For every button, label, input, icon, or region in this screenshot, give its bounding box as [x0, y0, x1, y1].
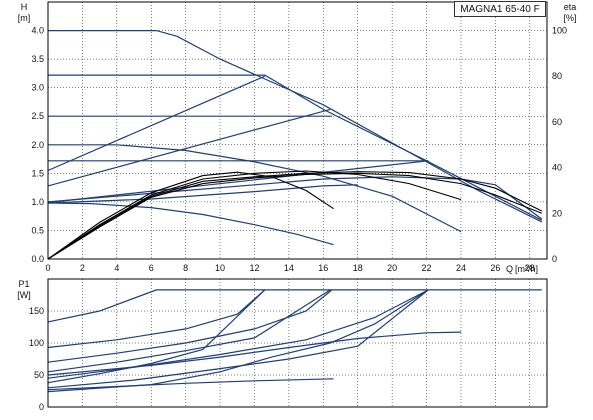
- x-tick-label-7: 14: [284, 263, 294, 273]
- pump-model-title: MAGNA1 65-40 F: [454, 1, 546, 17]
- p1-axis-label: P1: [18, 279, 29, 289]
- power-curve-3: [47, 289, 429, 379]
- x-tick-label-11: 22: [422, 263, 432, 273]
- h-tick-label-1: 0.5: [31, 225, 44, 235]
- eta-tick-label-5: 100: [552, 26, 567, 36]
- power-curve-0: [47, 289, 542, 323]
- h-tick-label-2: 1.0: [31, 197, 44, 207]
- h-tick-label-4: 2.0: [31, 140, 44, 150]
- x-tick-label-6: 12: [249, 263, 259, 273]
- power-curve-8: [47, 378, 334, 391]
- x-tick-label-0: 0: [45, 263, 50, 273]
- h-tick-label-6: 3.0: [31, 83, 44, 93]
- power-curve-2: [47, 289, 333, 363]
- head-curve-4: [47, 75, 266, 172]
- p1-axis-unit: [W]: [17, 290, 31, 300]
- q-axis-label: Q: [506, 264, 513, 274]
- x-tick-label-13: 26: [490, 263, 500, 273]
- efficiency-curve-2: [47, 172, 543, 260]
- p1-tick-label-3: 150: [29, 306, 44, 316]
- eta-tick-label-4: 80: [552, 71, 562, 81]
- x-tick-label-9: 18: [353, 263, 363, 273]
- x-tick-label-12: 24: [456, 263, 466, 273]
- head-curve-10: [47, 184, 358, 204]
- axis-labels: H [m] eta [%] Q [m³/h] P1 [W]: [17, 2, 576, 300]
- eta-tick-label-0: 0: [552, 254, 557, 264]
- plot-frames: [47, 1, 548, 408]
- head-curve-0: [48, 30, 543, 223]
- head-curve-7: [48, 144, 462, 233]
- p1-tick-label-0: 0: [39, 402, 44, 412]
- power-curve-9: [47, 289, 429, 393]
- head-curve-9: [47, 176, 543, 220]
- h-axis-label: H: [21, 2, 28, 12]
- eta-tick-label-3: 60: [552, 117, 562, 127]
- h-tick-label-8: 4.0: [31, 26, 44, 36]
- power-curve-6: [47, 331, 462, 376]
- x-tick-label-2: 4: [114, 263, 119, 273]
- x-tick-label-5: 10: [215, 263, 225, 273]
- eta-axis-label: eta: [564, 2, 577, 12]
- h-tick-label-0: 0.0: [31, 254, 44, 264]
- x-tick-label-8: 16: [318, 263, 328, 273]
- x-tick-label-1: 2: [80, 263, 85, 273]
- tick-labels: 0 2 4 6 8 10 12 14 16 18 20 22 24 26 280.00.51.01.52.0…: [29, 26, 567, 412]
- eta-tick-label-2: 40: [552, 163, 562, 173]
- h-tick-label-3: 1.5: [31, 168, 44, 178]
- power-curve-1: [47, 289, 266, 349]
- p1-tick-label-2: 100: [29, 338, 44, 348]
- efficiency-curve-0: [47, 171, 334, 260]
- q-axis-unit: [m³/h]: [515, 264, 538, 274]
- head-curve-5: [47, 108, 331, 187]
- efficiency-curve-1: [47, 170, 462, 260]
- power-curve-4: [47, 289, 331, 373]
- top-plot-frame: [47, 1, 548, 260]
- h-axis-unit: [m]: [18, 13, 31, 23]
- efficiency-curve-3: [47, 171, 543, 260]
- power-curve-7: [47, 289, 429, 389]
- x-tick-label-14: 28: [525, 263, 535, 273]
- bottom-plot-frame: [47, 278, 548, 408]
- h-tick-label-5: 2.5: [31, 111, 44, 121]
- x-tick-label-3: 6: [149, 263, 154, 273]
- performance-curves: [47, 30, 543, 393]
- h-tick-label-7: 3.5: [31, 54, 44, 64]
- head-curve-6: [47, 160, 429, 204]
- head-curve-8: [47, 202, 334, 246]
- head-curve-1: [48, 74, 543, 221]
- x-tick-label-10: 20: [387, 263, 397, 273]
- p1-tick-label-1: 50: [34, 370, 44, 380]
- x-tick-label-4: 8: [183, 263, 188, 273]
- power-curve-5: [47, 289, 266, 384]
- eta-tick-label-1: 20: [552, 208, 562, 218]
- eta-axis-unit: [%]: [563, 13, 576, 23]
